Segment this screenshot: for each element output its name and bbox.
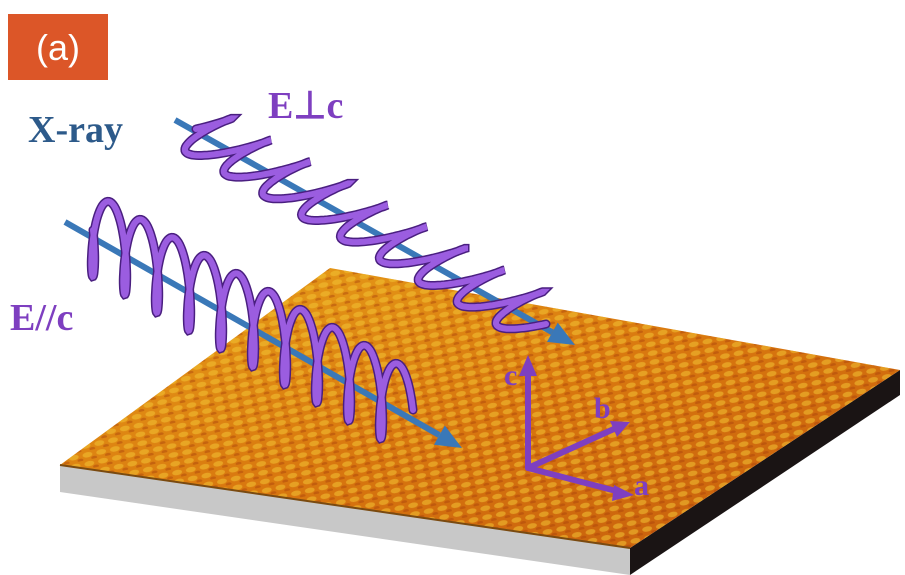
axis-c-label: c	[504, 359, 517, 392]
e-par-label: E//c	[10, 297, 73, 339]
e-perp-label: E⊥c	[268, 85, 343, 127]
xray-label: X-ray	[28, 109, 123, 151]
panel-label: (a)	[36, 27, 80, 68]
figure: (a) c b a X-ray E⊥c E//c	[0, 0, 905, 575]
axis-a-label: a	[634, 469, 649, 502]
axis-b-label: b	[594, 392, 611, 425]
